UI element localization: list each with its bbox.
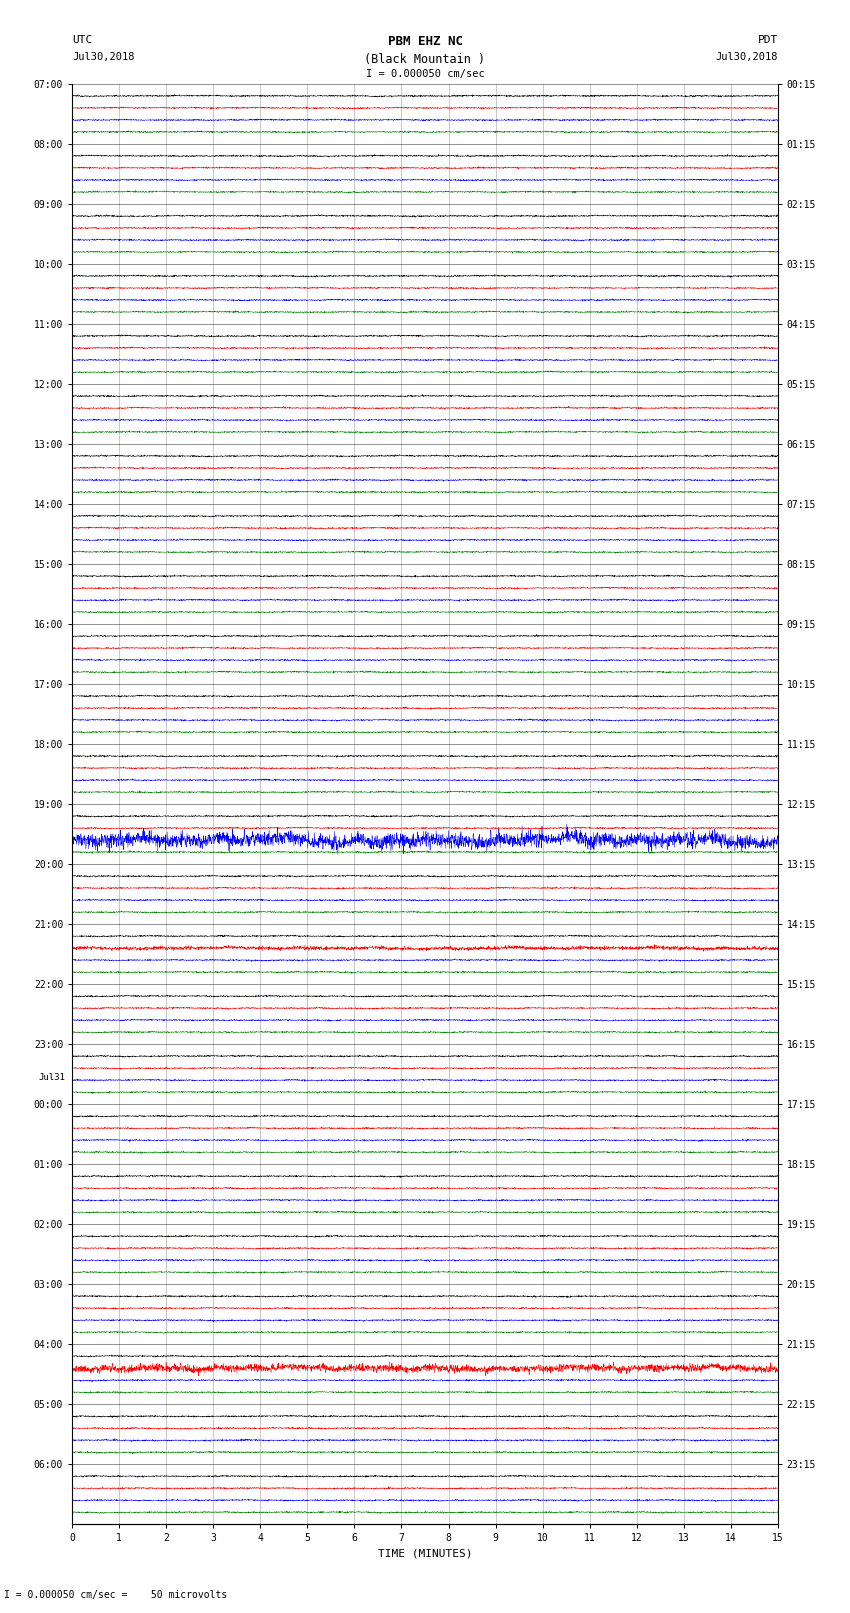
Text: Jul30,2018: Jul30,2018 bbox=[72, 52, 135, 61]
Text: PBM EHZ NC: PBM EHZ NC bbox=[388, 35, 462, 48]
Text: Jul31: Jul31 bbox=[38, 1073, 65, 1082]
Text: I = 0.000050 cm/sec: I = 0.000050 cm/sec bbox=[366, 69, 484, 79]
Text: UTC: UTC bbox=[72, 35, 93, 45]
Text: PDT: PDT bbox=[757, 35, 778, 45]
Text: I = 0.000050 cm/sec =    50 microvolts: I = 0.000050 cm/sec = 50 microvolts bbox=[4, 1590, 228, 1600]
X-axis label: TIME (MINUTES): TIME (MINUTES) bbox=[377, 1548, 473, 1558]
Text: Jul30,2018: Jul30,2018 bbox=[715, 52, 778, 61]
Text: (Black Mountain ): (Black Mountain ) bbox=[365, 53, 485, 66]
